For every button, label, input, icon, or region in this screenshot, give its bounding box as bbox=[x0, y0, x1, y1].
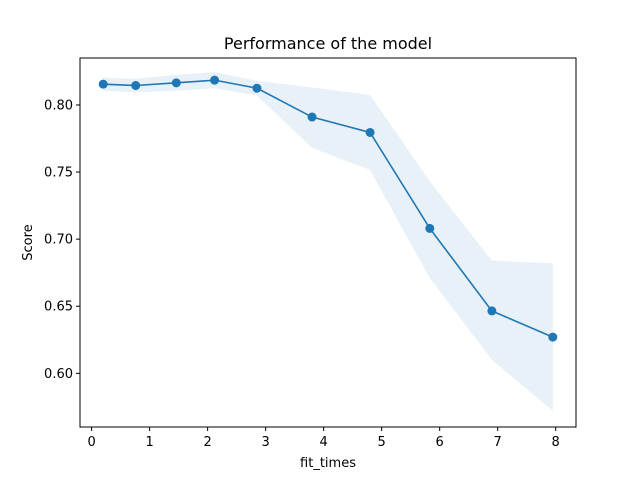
x-tick-label: 5 bbox=[378, 435, 386, 450]
y-axis-label: Score bbox=[21, 224, 36, 260]
data-point bbox=[307, 112, 317, 122]
x-tick-label: 0 bbox=[87, 435, 95, 450]
data-point bbox=[98, 79, 108, 89]
data-point bbox=[425, 223, 435, 233]
x-tick-label: 6 bbox=[436, 435, 444, 450]
y-tick-label: 0.70 bbox=[44, 233, 73, 248]
chart-title: Performance of the model bbox=[224, 34, 432, 53]
y-tick-label: 0.80 bbox=[44, 98, 73, 113]
x-tick-label: 1 bbox=[145, 435, 153, 450]
data-point bbox=[548, 332, 558, 342]
x-tick-label: 3 bbox=[261, 435, 269, 450]
x-tick-label: 4 bbox=[320, 435, 328, 450]
plot-frame bbox=[79, 57, 577, 428]
series-line bbox=[103, 79, 554, 338]
y-tick-label: 0.65 bbox=[44, 300, 73, 315]
series-line-layer bbox=[103, 79, 554, 338]
data-point bbox=[171, 78, 181, 88]
x-tick-label: 2 bbox=[203, 435, 211, 450]
y-tick-label: 0.75 bbox=[44, 166, 73, 181]
x-tick-label: 8 bbox=[552, 435, 560, 450]
series-marker-layer bbox=[98, 75, 558, 342]
data-point bbox=[210, 75, 220, 85]
std-band bbox=[103, 72, 553, 411]
data-point bbox=[252, 83, 262, 93]
std-band-layer bbox=[103, 72, 553, 411]
data-point bbox=[131, 81, 141, 91]
data-point bbox=[365, 127, 375, 137]
x-axis-label: fit_times bbox=[300, 456, 356, 471]
x-tick-label: 7 bbox=[494, 435, 502, 450]
x-axis-ticks: 0 1 2 3 4 5 6 7 8 bbox=[87, 427, 560, 450]
y-axis-ticks: 0.60 0.65 0.70 0.75 0.80 bbox=[44, 98, 80, 382]
y-tick-label: 0.60 bbox=[44, 367, 73, 382]
data-point bbox=[487, 306, 497, 316]
